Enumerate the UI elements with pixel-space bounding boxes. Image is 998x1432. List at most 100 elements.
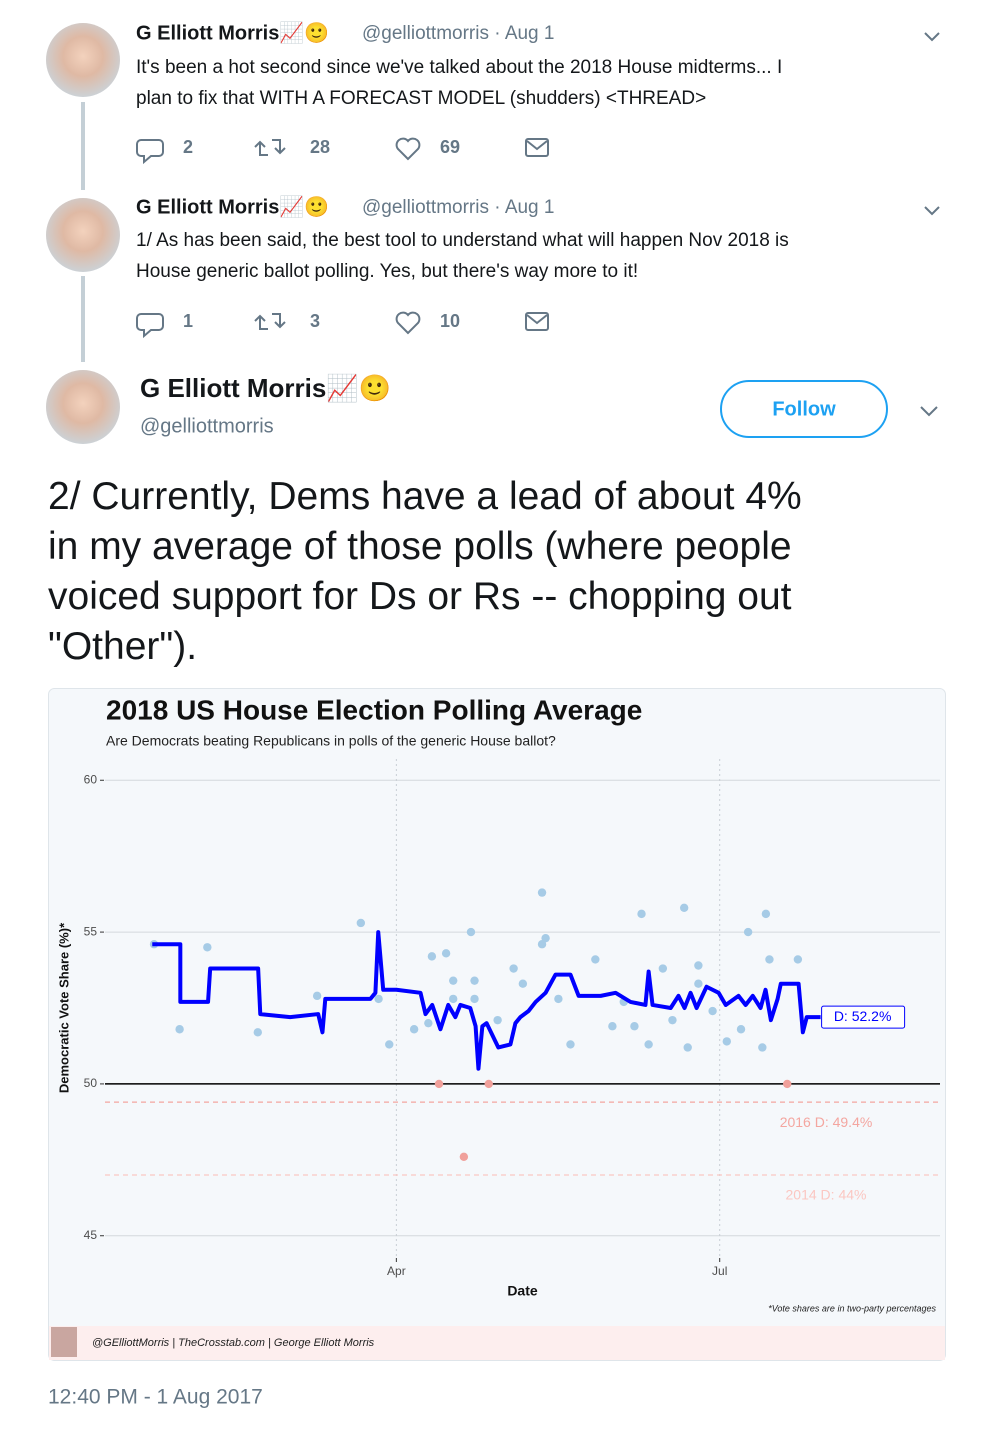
chart-card: [48, 688, 946, 1361]
plot: 2018 US House Election Polling Average Ar…: [56, 694, 940, 1349]
credit: @GElliottMorris | TheCrosstab.com | Geor…: [92, 1337, 375, 1349]
tweet-text-line: 2/ Currently, Dems have a lead of about …: [48, 475, 802, 518]
poll-point: [793, 955, 803, 964]
poll-point: [449, 994, 458, 1004]
menu-chevron[interactable]: [924, 206, 940, 216]
timestamp: 12:40 PM - 1 Aug 2017: [48, 1386, 263, 1409]
poll-point: [743, 927, 753, 937]
end-label-box: [821, 1005, 906, 1029]
avatar[interactable]: [46, 198, 120, 272]
poll-point: [708, 1006, 717, 1016]
end-label: D: 52.2%: [834, 1008, 892, 1024]
y-tick-label: 45: [84, 1228, 98, 1242]
tweet-meta: @gelliottmorris · Aug 1: [362, 197, 554, 218]
poll-point: [537, 940, 547, 949]
poll-point: [694, 961, 703, 970]
credit-logo: [51, 1327, 77, 1357]
tweet-text: 2/ Currently, Dems have a lead of about …: [48, 472, 802, 672]
message-icon[interactable]: [525, 312, 549, 331]
retweet-count: 28: [310, 137, 330, 157]
poll-point: [409, 1025, 419, 1034]
follow-button[interactable]: [720, 380, 888, 438]
menu-chevron[interactable]: [920, 406, 938, 417]
x-tick-label: Jul: [712, 1264, 727, 1278]
like-count: 10: [440, 311, 460, 331]
poll-point: [761, 909, 771, 919]
chart-subtitle: Are Democrats beating Republicans in pol…: [106, 733, 556, 749]
poll-point: [356, 918, 366, 928]
retweet-icon[interactable]: [254, 313, 286, 330]
menu-chevron[interactable]: [924, 32, 940, 42]
poll-point: [509, 964, 518, 973]
poll-point: [630, 1022, 639, 1031]
reference-label: 2014 D: 44%: [786, 1187, 867, 1203]
author-name[interactable]: G Elliott Morris📈🙂: [136, 194, 329, 218]
poll-point: [541, 933, 550, 943]
tweet-text: plan to fix that WITH A FORECAST MODEL (…: [136, 88, 706, 109]
like-count: 69: [440, 137, 460, 157]
retweet-icon[interactable]: [254, 139, 286, 156]
tweet-text-line: in my average of those polls (where peop…: [48, 525, 792, 568]
poll-point: [374, 994, 383, 1004]
x-tick-label: Apr: [387, 1264, 406, 1278]
poll-point: [470, 976, 479, 985]
poll-point: [470, 994, 479, 1004]
poll-point: [459, 1152, 469, 1161]
poll-point: [644, 1040, 653, 1049]
reply-icon[interactable]: [136, 139, 164, 165]
avatar[interactable]: [46, 23, 120, 97]
author-name[interactable]: G Elliott Morris📈🙂: [136, 20, 329, 44]
reply-icon[interactable]: [136, 313, 164, 339]
tweet-text-line: voiced support for Ds or Rs -- chopping …: [48, 575, 792, 618]
avatar[interactable]: [46, 370, 120, 444]
poll-point: [637, 909, 646, 919]
tweet-text: 1/ As has been said, the best tool to un…: [136, 230, 789, 251]
poll-point: [427, 952, 437, 961]
author-handle: @gelliottmorris: [140, 415, 274, 437]
message-icon: [526, 140, 548, 151]
y-axis-label: Democratic Vote Share (%)*: [56, 922, 71, 1093]
poll-point: [591, 955, 600, 964]
tweet-text-line: "Other").: [48, 625, 198, 668]
poll-point: [424, 1018, 433, 1028]
poll-point: [683, 1043, 692, 1052]
follow-label[interactable]: Follow: [772, 398, 836, 420]
reply-count: 1: [183, 311, 193, 331]
chart-title: 2018 US House Election Polling Average: [106, 694, 642, 725]
poll-point: [694, 979, 703, 988]
credit-band: [49, 1326, 945, 1360]
poll-point: [736, 1025, 746, 1034]
y-tick-label: 55: [84, 924, 98, 938]
tweet-text: House generic ballot polling. Yes, but t…: [136, 261, 638, 282]
author-name[interactable]: G Elliott Morris📈🙂: [140, 373, 391, 403]
poll-point: [668, 1015, 677, 1025]
poll-point: [466, 927, 476, 937]
poll-point: [679, 903, 689, 912]
x-axis-label: Date: [507, 1283, 538, 1299]
poll-point: [441, 949, 451, 958]
reply-count: 2: [183, 137, 193, 157]
retweet-count: 3: [310, 311, 320, 331]
poll-point: [175, 1025, 184, 1034]
poll-point: [554, 994, 563, 1004]
footnote: *Vote shares are in two-party percentage…: [768, 1303, 936, 1313]
poll-point: [537, 888, 547, 897]
poll-point: [758, 1043, 767, 1052]
poll-point: [566, 1040, 575, 1049]
poll-point: [493, 1015, 502, 1025]
poll-point: [434, 1079, 444, 1089]
poll-point: [722, 1037, 732, 1046]
like-icon[interactable]: [395, 137, 421, 161]
poll-point: [765, 955, 774, 964]
y-tick-label: 50: [84, 1076, 98, 1090]
tweet-text: It's been a hot second since we've talke…: [136, 57, 782, 78]
poll-point: [385, 1040, 394, 1049]
tweet-meta: @gelliottmorris · Aug 1: [362, 23, 554, 44]
poll-point: [658, 964, 668, 973]
message-icon[interactable]: [525, 138, 549, 157]
poll-point: [484, 1079, 493, 1089]
y-tick-label: 60: [84, 772, 98, 786]
like-icon[interactable]: [395, 311, 421, 335]
